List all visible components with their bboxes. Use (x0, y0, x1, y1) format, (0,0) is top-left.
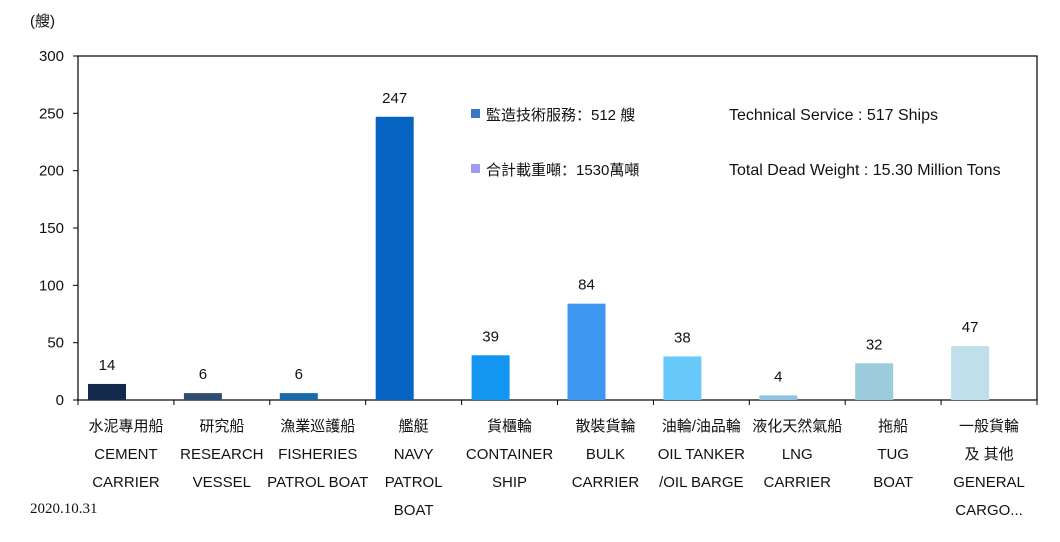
x-category-label: GENERAL (953, 474, 1025, 491)
y-tick-label: 100 (39, 277, 64, 294)
x-category-label: CONTAINER (466, 446, 553, 463)
legend-swatch (471, 164, 480, 173)
x-category-label: VESSEL (193, 474, 251, 491)
legend-label: 合計載重噸：1530萬噸 (486, 162, 639, 179)
bar-data-label: 4 (774, 368, 782, 385)
x-category-label: OIL TANKER (658, 446, 745, 463)
x-category-label: SHIP (492, 474, 527, 491)
x-category-label: CARRIER (92, 474, 160, 491)
y-tick-label: 0 (56, 392, 64, 409)
bar-data-label: 47 (962, 319, 979, 336)
x-category-label: BOAT (873, 474, 913, 491)
bar (855, 363, 894, 400)
x-category-label: /OIL BARGE (659, 474, 743, 491)
x-category-label: NAVY (394, 446, 434, 463)
bar (567, 303, 606, 400)
x-category-label: BULK (586, 446, 625, 463)
bar-data-label: 84 (578, 277, 595, 294)
y-tick-label: 200 (39, 163, 64, 180)
x-category-label: 一般貨輪 (959, 418, 1019, 435)
x-category-label: 水泥專用船 (88, 418, 163, 435)
bar (951, 346, 990, 400)
bar-data-label: 39 (482, 328, 499, 345)
x-category-label: 漁業巡護船 (280, 418, 355, 435)
x-category-label: 及 其他 (964, 446, 1013, 463)
bar (759, 395, 798, 400)
x-category-label: PATROL (385, 474, 443, 491)
bar (663, 356, 702, 400)
x-category-label: 貨櫃輪 (487, 418, 532, 435)
y-tick-label: 50 (47, 335, 64, 352)
x-category-label: BOAT (394, 502, 434, 519)
legend-label: 監造技術服務：512 艘 (486, 107, 635, 124)
x-category-label: 油輪/油品輪 (662, 418, 741, 435)
x-category-label: CARRIER (572, 474, 640, 491)
x-category-label: TUG (877, 446, 909, 463)
bar-data-label: 6 (199, 366, 207, 383)
legend-note: Total Dead Weight : 15.30 Million Tons (729, 162, 1001, 179)
bar (471, 355, 510, 400)
y-tick-label: 150 (39, 220, 64, 237)
x-category-label: 液化天然氣船 (752, 418, 842, 435)
x-category-label: CARRIER (763, 474, 831, 491)
x-category-label: CEMENT (94, 446, 157, 463)
y-tick-label: 250 (39, 105, 64, 122)
bar (183, 393, 222, 400)
legend-swatch (471, 109, 480, 118)
bar-data-label: 14 (99, 357, 116, 374)
bar (88, 383, 126, 400)
y-axis-unit-label: (艘) (30, 13, 55, 30)
x-category-label: 艦艇 (399, 418, 429, 435)
bar-data-label: 38 (674, 329, 691, 346)
bar (375, 116, 414, 401)
bar-data-label: 32 (866, 336, 883, 353)
x-category-label: PATROL BOAT (267, 474, 368, 491)
bar-data-label: 247 (382, 90, 407, 107)
x-category-label: 拖船 (878, 418, 908, 435)
x-category-label: FISHERIES (278, 446, 357, 463)
bar-data-label: 6 (295, 366, 303, 383)
x-category-label: 散裝貨輪 (575, 418, 635, 435)
x-category-label: 研究船 (199, 418, 244, 435)
x-category-label: RESEARCH (180, 446, 263, 463)
bar (279, 393, 318, 400)
report-date: 2020.10.31 (30, 501, 98, 517)
y-tick-label: 300 (39, 48, 64, 65)
x-category-label: LNG (782, 446, 813, 463)
legend-note: Technical Service : 517 Ships (729, 107, 938, 124)
x-category-label: CARGO... (955, 502, 1023, 519)
